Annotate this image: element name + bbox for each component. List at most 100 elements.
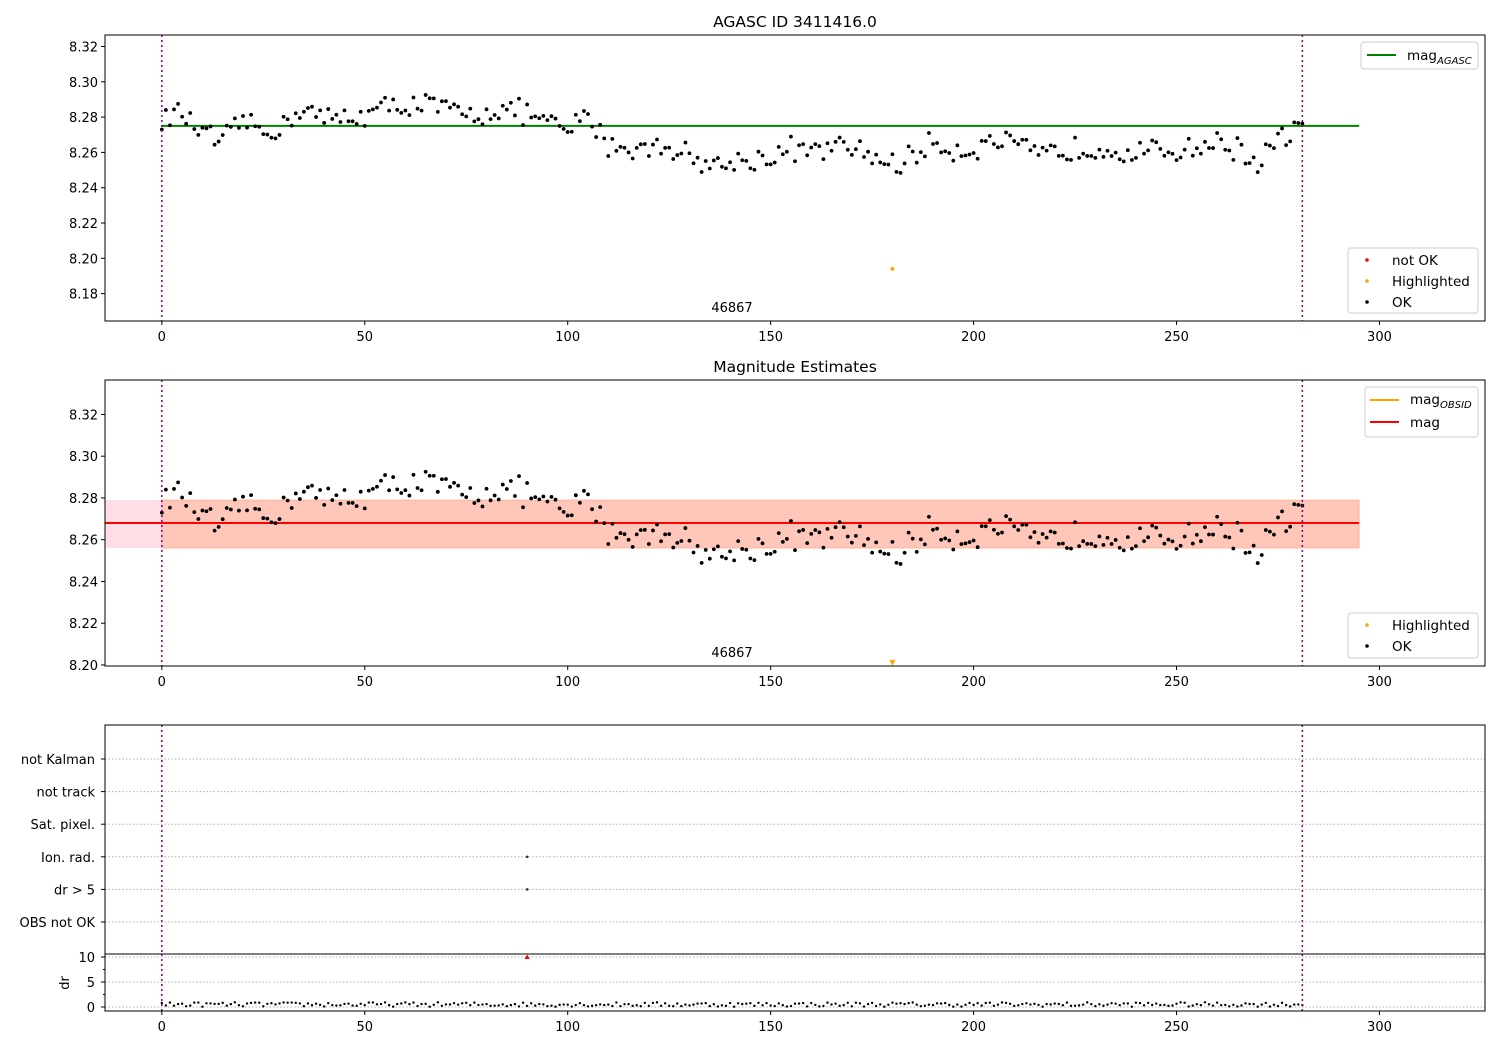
x-tick-label: 150: [758, 675, 783, 690]
dr-point: [1077, 1004, 1081, 1007]
ok-point: [1065, 157, 1069, 162]
dr-point: [1126, 1002, 1130, 1005]
dr-point: [862, 1005, 866, 1008]
dr-point: [1276, 1004, 1280, 1008]
dr-point: [322, 1005, 326, 1008]
ok-point: [638, 528, 643, 533]
ok-point: [622, 532, 627, 537]
ok-point: [963, 153, 968, 158]
ok-point: [659, 539, 663, 544]
dr-point: [306, 1002, 310, 1005]
ok-point: [886, 552, 891, 556]
dr-point: [822, 1004, 825, 1008]
ok-point: [963, 541, 968, 546]
dr-point: [294, 1001, 297, 1005]
dr-point: [903, 1002, 906, 1006]
ok-point: [285, 498, 290, 503]
dr-point: [525, 1004, 529, 1008]
x-tick-label: 50: [356, 330, 373, 345]
dr-point: [282, 1001, 285, 1004]
dr-point: [972, 1003, 975, 1007]
ok-point: [1162, 153, 1167, 158]
ok-point: [651, 528, 655, 533]
dr-point: [335, 1004, 338, 1007]
ok-point: [334, 493, 339, 498]
y-tick-label: 8.18: [69, 288, 98, 303]
ok-point: [634, 146, 639, 150]
ok-point: [858, 139, 862, 144]
dr-point: [895, 1002, 898, 1005]
ok-point: [849, 540, 854, 545]
dr-point: [566, 1003, 569, 1006]
ok-point: [703, 159, 708, 163]
ok-point: [273, 136, 278, 141]
dr-point: [221, 1001, 224, 1005]
ok-point: [683, 526, 688, 530]
dr-point: [736, 1002, 740, 1005]
ok-point: [780, 152, 785, 157]
ok-point: [598, 122, 603, 127]
ok-point: [1069, 158, 1073, 162]
dr-point: [517, 1005, 521, 1008]
ok-point: [1121, 548, 1126, 553]
dr-point: [237, 1003, 241, 1007]
ok-point: [687, 151, 692, 156]
ok-point: [163, 487, 168, 492]
ok-point: [362, 506, 367, 511]
ok-point: [537, 497, 542, 502]
ok-point: [561, 127, 566, 131]
ok-point: [431, 473, 436, 478]
dr-point: [1244, 1002, 1247, 1005]
dr-point: [160, 1001, 164, 1005]
ok-point: [269, 520, 274, 525]
ok-point: [391, 475, 396, 479]
ok-point: [326, 486, 331, 491]
dr-point: [189, 1004, 192, 1007]
ok-point: [951, 547, 956, 552]
ok-point: [172, 107, 176, 112]
dr-point: [363, 1003, 366, 1007]
dr-point: [383, 1001, 387, 1004]
ok-point: [829, 535, 834, 540]
ok-point: [910, 149, 915, 154]
ok-point: [1276, 515, 1280, 520]
ok-point: [249, 493, 254, 498]
ok-point: [293, 111, 298, 116]
ok-point: [444, 99, 448, 104]
ok-point: [675, 153, 680, 157]
ok-point: [366, 108, 371, 113]
ok-point: [216, 525, 221, 529]
ok-point: [1081, 539, 1086, 544]
ok-point: [456, 104, 461, 109]
ok-point: [553, 497, 558, 502]
dr-point: [1057, 1002, 1061, 1006]
ok-point: [987, 518, 992, 523]
ok-point: [866, 536, 870, 541]
dr-point: [444, 1003, 448, 1006]
ok-point: [979, 524, 984, 528]
ok-point: [975, 545, 980, 550]
ok-point: [464, 114, 469, 119]
dr-point: [262, 1005, 265, 1008]
ok-point: [273, 521, 278, 526]
ok-point: [874, 540, 879, 545]
dr-point: [1061, 1004, 1065, 1007]
ok-point: [464, 495, 469, 500]
ok-point: [220, 133, 225, 137]
dr-point: [1240, 1004, 1243, 1007]
ok-point: [776, 531, 781, 536]
ok-point: [724, 166, 728, 171]
ok-point: [1121, 159, 1126, 164]
ok-point: [914, 549, 919, 554]
dr-point: [209, 1002, 212, 1005]
dr-point: [838, 1004, 841, 1008]
ok-point: [858, 524, 862, 529]
ok-point: [821, 157, 826, 162]
ok-point: [521, 505, 525, 510]
dr-point: [651, 1001, 655, 1005]
dr-point: [635, 1004, 638, 1007]
ok-point: [939, 537, 944, 542]
dr-point: [513, 1002, 517, 1006]
dr-point: [655, 1001, 659, 1004]
dr-point: [923, 1004, 927, 1007]
